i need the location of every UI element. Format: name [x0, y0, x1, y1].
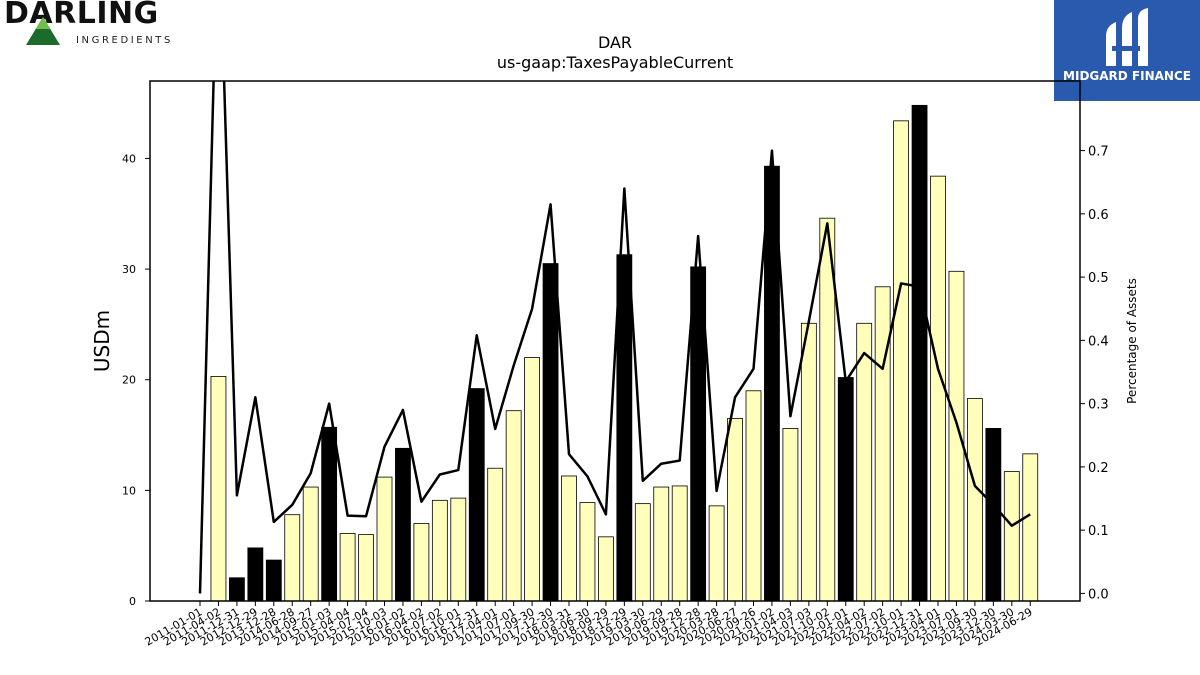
bar-2011-12-31 — [228, 577, 245, 602]
y-tick-label: 30 — [122, 263, 136, 276]
bar-2019-06-29 — [653, 486, 670, 602]
bar-series — [210, 104, 1039, 602]
bar-2014-06-28 — [284, 514, 301, 602]
y2-tick-label: 0.5 — [1088, 271, 1109, 286]
bar-2021-07-03 — [800, 322, 817, 602]
bar-2016-12-31 — [468, 388, 485, 602]
bar-2018-09-29 — [598, 536, 614, 602]
bar-2012-12-29 — [247, 547, 264, 602]
y2-tick-label: 0.3 — [1088, 398, 1109, 413]
bar-2017-07-01 — [505, 410, 522, 602]
plot-frame — [149, 80, 1081, 602]
bar-2024-03-30 — [1003, 471, 1020, 602]
y-tick-label: 10 — [122, 484, 136, 497]
y-tick-label: 40 — [122, 152, 136, 165]
y-tick-label: 20 — [122, 374, 136, 387]
bar-2022-12-31 — [911, 104, 928, 602]
logo-triangle-icon — [26, 17, 60, 45]
y2-tick-label: 0.2 — [1088, 461, 1109, 476]
y-axis-label: USDm — [90, 310, 114, 372]
y2-tick-label: 0.4 — [1088, 334, 1109, 349]
bar-2015-01-03 — [321, 426, 338, 602]
bar-2023-04-01 — [930, 175, 946, 602]
bar-2016-07-02 — [431, 499, 448, 602]
bar-2019-09-28 — [671, 485, 688, 602]
y2-axis-label: Percentage of Assets — [1125, 278, 1139, 404]
line-series — [198, 81, 1031, 594]
percentage-of-assets-line — [198, 81, 1031, 594]
bar-2017-04-01 — [487, 467, 504, 602]
bar-2022-04-02 — [856, 322, 873, 602]
bar-2018-03-31 — [561, 475, 577, 602]
bar-2016-04-02 — [413, 523, 430, 602]
bar-2011-04-02 — [210, 376, 227, 602]
logo-subtitle: INGREDIENTS — [76, 35, 173, 46]
darling-ingredients-logo: DARLING INGREDIENTS — [4, 0, 174, 48]
bar-2023-09-30 — [967, 398, 983, 602]
bar-2016-10-01 — [450, 497, 467, 602]
bar-2015-10-03 — [376, 476, 393, 602]
bar-2020-06-27 — [727, 418, 743, 602]
bar-2015-04-04 — [339, 533, 356, 602]
y2-tick-label: 0.7 — [1088, 145, 1109, 160]
left-axis: 0 10 20 30 40 — [122, 152, 150, 608]
bar-2020-03-28 — [708, 505, 725, 602]
bar-2013-12-28 — [265, 559, 282, 602]
y-tick-label: 0 — [129, 595, 136, 608]
bar-2022-10-01 — [893, 120, 909, 602]
bar-2021-04-03 — [782, 428, 799, 602]
bar-2018-12-29 — [616, 254, 633, 602]
publisher-name: MIDGARD FINANCE — [1063, 69, 1191, 83]
chart-subtitle: us-gaap:TaxesPayableCurrent — [497, 53, 733, 72]
bar-2023-12-30 — [985, 428, 1002, 602]
bar-2020-09-26 — [745, 390, 762, 602]
y2-tick-label: 0.1 — [1088, 524, 1109, 539]
bar-2018-06-30 — [579, 502, 596, 602]
bar-2017-09-30 — [524, 357, 540, 602]
bar-2024-06-29 — [1022, 453, 1039, 602]
bar-2019-03-30 — [634, 503, 651, 602]
chart-title: DAR — [598, 33, 632, 52]
bar-2016-01-02 — [395, 447, 411, 602]
bar-2015-07-04 — [358, 534, 374, 602]
y2-tick-label: 0.6 — [1088, 208, 1109, 223]
logo-wordmark: DARLING — [4, 0, 159, 31]
midgard-mark-icon — [1106, 8, 1148, 66]
bar-2022-01-01 — [837, 377, 854, 602]
bar-2017-12-30 — [542, 263, 559, 602]
y2-tick-label: 0.0 — [1088, 587, 1109, 602]
bar-2022-07-02 — [874, 286, 891, 602]
midgard-finance-logo: MIDGARD FINANCE — [1054, 0, 1200, 101]
right-axis: 0.0 0.1 0.2 0.3 0.4 0.5 0.6 0.7 — [1080, 145, 1109, 602]
bar-2014-09-27 — [302, 486, 319, 602]
x-axis: 2011-01-012011-04-022011-12-312012-12-29… — [143, 601, 1035, 649]
